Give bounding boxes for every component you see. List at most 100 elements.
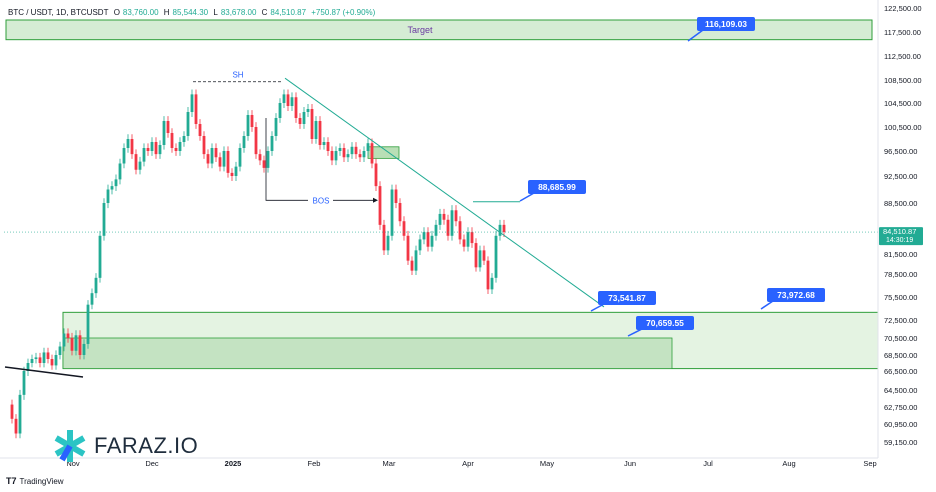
- candle-body: [490, 277, 494, 290]
- open-label: O: [113, 8, 120, 17]
- x-tick-label: Feb: [308, 459, 321, 468]
- candle-body: [254, 127, 258, 155]
- x-tick-label: Nov: [66, 459, 80, 468]
- brand-watermark: FARAZ.IO: [52, 428, 198, 464]
- candle-body: [202, 136, 206, 155]
- price-callout: 73,972.68: [760, 288, 825, 310]
- y-tick-label: 100,500.00: [884, 123, 922, 132]
- candle-body: [102, 203, 106, 236]
- tradingview-text: TradingView: [19, 476, 64, 486]
- x-tick-label: 2025: [225, 459, 242, 468]
- candle-body: [138, 161, 142, 170]
- y-tick-label: 117,500.00: [884, 28, 921, 37]
- candle-body: [154, 142, 158, 155]
- candle-body: [454, 210, 458, 222]
- y-tick-label: 70,500.00: [884, 334, 917, 343]
- candle-body: [122, 148, 126, 164]
- candle-body: [170, 133, 174, 148]
- high-value: 85,544.30: [172, 8, 209, 17]
- candle-body: [314, 121, 318, 139]
- candle-body: [398, 203, 402, 222]
- candle-body: [426, 232, 430, 247]
- candle-body: [498, 224, 502, 236]
- candle-body: [22, 371, 26, 395]
- y-tick-label: 81,500.00: [884, 250, 917, 259]
- price-callout: 73,541.87: [590, 291, 656, 312]
- candle-body: [82, 343, 86, 355]
- candle-body: [386, 235, 390, 251]
- candle-body: [446, 219, 450, 236]
- candle-body: [422, 232, 426, 240]
- candle-body: [362, 151, 366, 158]
- y-tick-label: 62,750.00: [884, 403, 917, 412]
- candle-body: [194, 94, 198, 124]
- candle-body: [210, 148, 214, 164]
- candle-body: [198, 124, 202, 136]
- price-callout: 116,109.03: [687, 17, 755, 42]
- target-zone: [5, 19, 873, 41]
- callout-label: 116,109.03: [705, 19, 747, 29]
- callout-pointer: [687, 29, 704, 42]
- candle-body: [206, 154, 210, 164]
- y-tick-label: 68,500.00: [884, 351, 917, 360]
- candle-body: [166, 121, 170, 133]
- y-tick-label: 66,500.00: [884, 367, 917, 376]
- candle-body: [390, 189, 394, 236]
- tradingview-logo-icon: T7: [6, 476, 17, 486]
- candle-body: [458, 221, 462, 240]
- x-tick-label: Jul: [703, 459, 713, 468]
- candle-body: [270, 136, 274, 151]
- callout-box: [697, 17, 755, 31]
- candle-body: [286, 94, 290, 106]
- callout-box: [528, 180, 586, 194]
- candle-body: [418, 239, 422, 251]
- callout-label: 70,659.55: [646, 318, 684, 328]
- candle-body: [358, 154, 362, 158]
- candle-body: [234, 166, 238, 176]
- callout-pointer: [590, 303, 605, 312]
- candle-body: [146, 148, 150, 151]
- candle-body: [130, 139, 134, 155]
- y-tick-label: 112,500.00: [884, 52, 921, 61]
- candle-body: [466, 232, 470, 247]
- bos-arrow-head: [373, 197, 378, 203]
- callout-label: 88,685.99: [538, 182, 576, 192]
- candle-body: [442, 213, 446, 220]
- candle-body: [94, 277, 98, 294]
- candle-body: [50, 359, 54, 366]
- candle-body: [42, 352, 46, 363]
- candle-body: [378, 186, 382, 225]
- candle-body: [70, 338, 74, 351]
- candle-body: [246, 115, 250, 136]
- candle-body: [438, 213, 442, 225]
- tradingview-footer[interactable]: T7 TradingView: [6, 476, 64, 486]
- candle-body: [34, 357, 38, 359]
- candle-body: [310, 109, 314, 139]
- bos-bracket: [265, 118, 308, 201]
- y-tick-label: 60,950.00: [884, 420, 917, 429]
- candle-body: [474, 243, 478, 268]
- candle-body: [242, 136, 246, 148]
- x-tick-label: Dec: [145, 459, 159, 468]
- candle-body: [230, 172, 234, 176]
- candle-body: [26, 363, 30, 371]
- candle-body: [338, 148, 342, 151]
- candle-body: [134, 154, 138, 170]
- candle-body: [54, 355, 58, 366]
- high-label: H: [163, 8, 170, 17]
- candle-body: [222, 151, 226, 167]
- y-tick-label: 59,150.00: [884, 438, 917, 447]
- candle-body: [322, 142, 326, 145]
- candle-body: [162, 121, 166, 145]
- close-label: C: [261, 8, 268, 17]
- candle-body: [158, 145, 162, 155]
- x-tick-label: Jun: [624, 459, 636, 468]
- candle-body: [282, 94, 286, 103]
- candle-body: [350, 146, 354, 155]
- y-tick-label: 88,500.00: [884, 199, 917, 208]
- target-zone-label: Target: [407, 25, 433, 35]
- descending-trendline: [284, 77, 605, 308]
- candle-body: [110, 186, 114, 190]
- y-tick-label: 75,500.00: [884, 293, 917, 302]
